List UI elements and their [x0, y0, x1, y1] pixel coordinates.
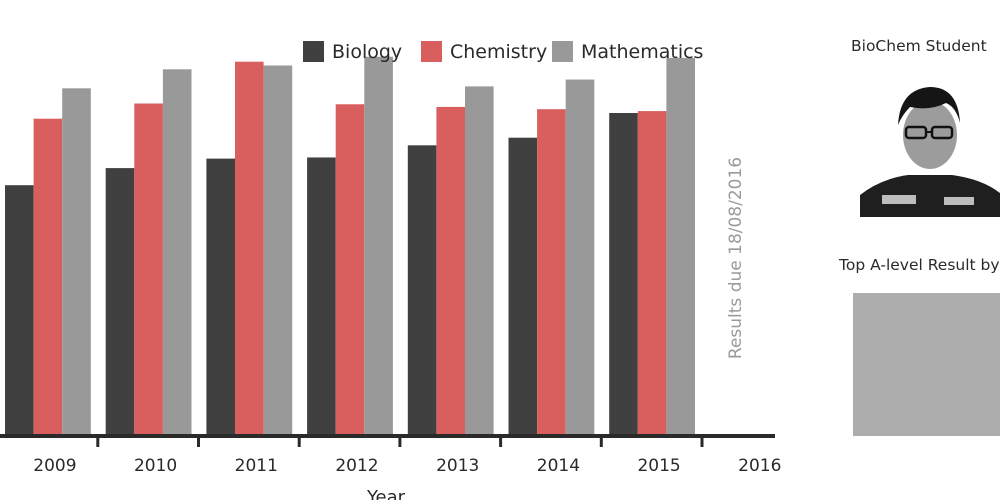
results-due-annotation: Results due 18/08/2016: [726, 157, 746, 359]
bar-mathematics-2013: [465, 86, 494, 437]
bar-mathematics-2014: [565, 79, 595, 436]
x-tick-label-2009: 2009: [33, 456, 76, 476]
legend-label-chemistry: Chemistry: [450, 41, 547, 63]
bar-chemistry-2014: [537, 109, 566, 436]
student-title: BioChem Student: [851, 37, 987, 55]
x-tick-label-2013: 2013: [436, 456, 479, 476]
top-result-title: Top A-level Result by: [839, 256, 1000, 274]
bar-biology-2012: [307, 157, 336, 436]
legend-swatch-chemistry: [421, 41, 442, 62]
bar-biology-2011: [206, 158, 235, 436]
x-tick-label-2016: 2016: [738, 456, 781, 476]
legend: Biology Chemistry Mathematics: [303, 41, 703, 63]
bar-mathematics-2010: [162, 69, 192, 437]
x-axis-ticks: 2009 2010 2011 2012 2013 2014 2015 2016: [33, 436, 781, 476]
bar-chemistry-2015: [637, 111, 667, 436]
x-axis-title: Year: [366, 487, 406, 500]
bar-mathematics-2012: [364, 56, 393, 436]
bar-mathematics-2011: [263, 65, 293, 436]
bar-chemistry-2010: [134, 103, 163, 436]
legend-label-biology: Biology: [332, 41, 402, 63]
bars-layer: [5, 56, 695, 437]
legend-label-mathematics: Mathematics: [581, 41, 703, 63]
bar-biology-2013: [407, 145, 437, 437]
bar-biology-2015: [609, 113, 638, 436]
bar-biology-2010: [105, 168, 135, 436]
x-tick-label-2010: 2010: [134, 456, 177, 476]
bar-chemistry-2009: [33, 118, 63, 436]
x-tick-label-2011: 2011: [235, 456, 278, 476]
legend-swatch-biology: [303, 41, 324, 62]
student-photo-icon: [860, 77, 1000, 217]
bar-mathematics-2009: [62, 88, 91, 437]
legend-swatch-mathematics: [552, 41, 573, 62]
bar-biology-2009: [5, 185, 34, 436]
x-tick-label-2012: 2012: [335, 456, 378, 476]
bar-chemistry-2013: [436, 106, 465, 437]
x-tick-label-2015: 2015: [637, 456, 680, 476]
top-result-panel: [853, 293, 1000, 436]
bar-mathematics-2015: [666, 57, 695, 437]
bar-biology-2014: [508, 137, 538, 436]
bar-chemistry-2012: [335, 104, 365, 436]
bar-chemistry-2011: [235, 61, 264, 436]
x-tick-label-2014: 2014: [537, 456, 580, 476]
